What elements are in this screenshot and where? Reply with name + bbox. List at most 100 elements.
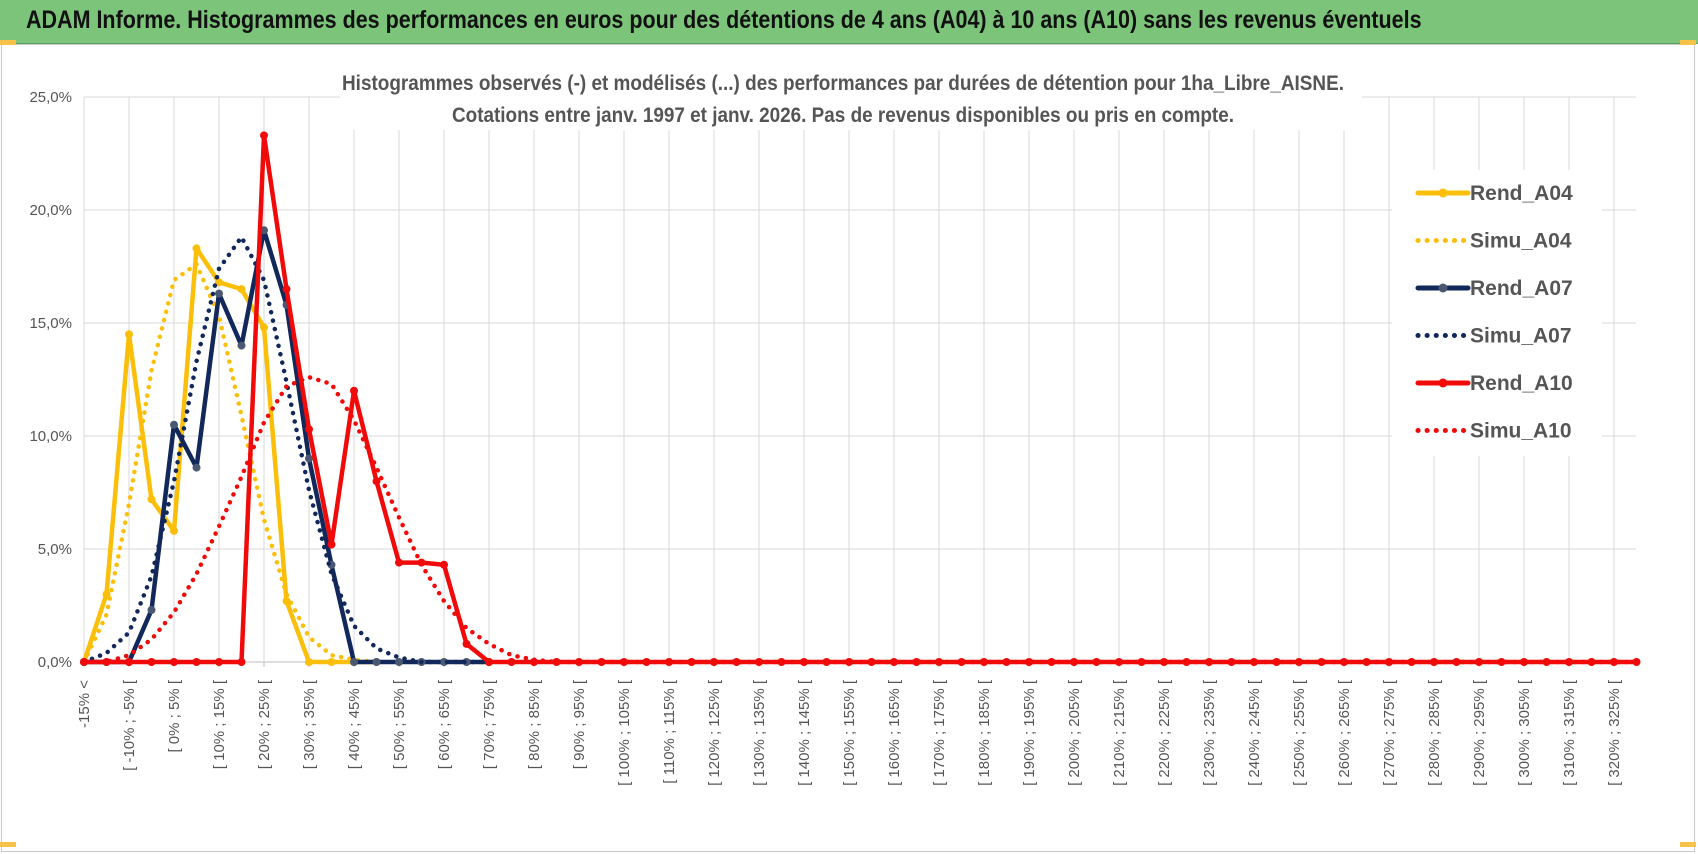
- data-point-rend-a10: [395, 558, 403, 567]
- x-tick-label: [ 130% ; 135% [: [751, 679, 768, 786]
- data-point-rend-a10: [620, 658, 628, 666]
- chart-title-line: Cotations entre janv. 1997 et janv. 2026…: [452, 104, 1234, 127]
- data-point-rend-a10: [800, 658, 808, 666]
- data-point-rend-a04: [215, 278, 223, 287]
- x-tick-label: [ 290% ; 295% [: [1471, 679, 1488, 786]
- x-tick-label: [ 120% ; 125% [: [706, 679, 723, 786]
- data-point-rend-a10: [552, 658, 561, 666]
- data-point-rend-a07: [372, 658, 381, 666]
- data-point-rend-a07: [305, 454, 313, 463]
- x-tick-label: [ 210% ; 215% [: [1111, 679, 1128, 786]
- data-point-rend-a10: [125, 658, 133, 666]
- data-point-rend-a07: [147, 606, 156, 614]
- data-point-rend-a10: [215, 658, 223, 666]
- y-tick-label: 0,0%: [38, 654, 72, 671]
- series-line-simu-a04: [81, 261, 379, 665]
- data-point-rend-a10: [237, 658, 246, 666]
- data-point-rend-a10: [350, 386, 358, 395]
- x-tick-label: [ 80% ; 85% [: [526, 679, 543, 769]
- data-point-rend-a07: [440, 658, 448, 666]
- header-banner: ADAM Informe. Histogrammes des performan…: [0, 0, 1698, 44]
- legend-marker-rend-a10: [1438, 378, 1448, 388]
- data-point-rend-a10: [1385, 658, 1393, 666]
- x-tick-label: [ 110% ; 115% [: [661, 679, 678, 784]
- data-point-rend-a07: [350, 658, 358, 666]
- legend-label-simu-a04: Simu_A04: [1470, 230, 1572, 253]
- data-point-rend-a10: [845, 658, 853, 666]
- x-tick-label: [ 100% ; 105% [: [616, 679, 633, 786]
- data-point-rend-a10: [912, 658, 921, 666]
- x-tick-label: [ 230% ; 235% [: [1201, 679, 1218, 786]
- corner-mark: [1680, 842, 1696, 847]
- data-point-rend-a10: [462, 639, 471, 648]
- series-line-rend-a04: [81, 246, 379, 665]
- legend-label-rend-a07: Rend_A07: [1470, 277, 1573, 300]
- data-point-rend-a10: [170, 658, 178, 666]
- x-tick-label: [ 50% ; 55% [: [391, 679, 408, 769]
- data-point-rend-a10: [372, 477, 381, 486]
- x-tick-label: [ 240% ; 245% [: [1246, 679, 1263, 786]
- data-point-rend-a10: [1610, 658, 1618, 666]
- data-point-rend-a07: [237, 341, 246, 350]
- data-point-rend-a10: [305, 425, 313, 434]
- legend-marker-rend-a07: [1438, 283, 1448, 293]
- x-tick-label: [ 250% ; 255% [: [1291, 679, 1308, 786]
- y-tick-label: 10,0%: [29, 428, 72, 445]
- x-tick-label: [ 280% ; 285% [: [1426, 679, 1443, 786]
- x-tick-label: [ 60% ; 65% [: [436, 679, 453, 769]
- legend-label-rend-a04: Rend_A04: [1470, 182, 1573, 205]
- data-point-rend-a04: [125, 330, 133, 339]
- x-tick-label: [ 170% ; 175% [: [931, 679, 948, 786]
- legend-marker-rend-a04: [1438, 188, 1448, 198]
- x-tick-label: [ 260% ; 265% [: [1336, 679, 1353, 786]
- series-line-simu-a07: [81, 234, 492, 665]
- data-point-rend-a10: [440, 560, 448, 569]
- chart-frame: [1, 44, 1695, 852]
- data-point-rend-a10: [1317, 658, 1326, 666]
- x-tick-label: [ 190% ; 195% [: [1021, 679, 1038, 786]
- data-point-rend-a07: [192, 463, 201, 472]
- data-point-rend-a10: [260, 131, 268, 140]
- x-tick-label: [ 150% ; 155% [: [841, 679, 858, 786]
- data-point-rend-a04: [237, 285, 246, 294]
- y-tick-label: 20,0%: [29, 202, 72, 219]
- x-tick-label: [ 200% ; 205% [: [1066, 679, 1083, 786]
- legend-label-rend-a10: Rend_A10: [1470, 372, 1573, 395]
- x-tick-label: [ 180% ; 185% [: [976, 679, 993, 786]
- x-tick-label: [ 30% ; 35% [: [301, 679, 318, 769]
- data-point-rend-a07: [170, 420, 178, 429]
- chart-title-line: Histogrammes observés (-) et modélisés (…: [342, 72, 1344, 95]
- data-point-rend-a10: [327, 540, 336, 549]
- x-tick-label: [ 90% ; 95% [: [571, 679, 588, 769]
- data-point-rend-a10: [485, 658, 493, 666]
- legend-background: [1392, 170, 1602, 456]
- x-tick-label: [ 220% ; 225% [: [1156, 679, 1173, 786]
- x-tick-label: [ 320% ; 325% [: [1606, 679, 1623, 786]
- data-point-rend-a10: [282, 285, 291, 294]
- x-tick-label: [ 70% ; 75% [: [481, 679, 498, 769]
- chart-title-background: [340, 66, 1362, 130]
- data-point-rend-a10: [507, 658, 516, 666]
- data-point-rend-a07: [215, 289, 223, 298]
- data-point-rend-a10: [147, 658, 156, 666]
- data-point-rend-a10: [1025, 658, 1033, 666]
- data-point-rend-a10: [1092, 658, 1101, 666]
- x-tick-label: [ 20% ; 25% [: [256, 679, 273, 769]
- data-point-rend-a04: [102, 590, 111, 599]
- series-line-simu-a10: [81, 374, 1639, 665]
- data-point-rend-a10: [1430, 658, 1438, 666]
- data-point-rend-a04: [305, 658, 313, 666]
- corner-mark: [0, 842, 16, 847]
- x-tick-label: -15% <: [76, 680, 93, 728]
- data-point-rend-a10: [1497, 658, 1506, 666]
- x-tick-label: [ -10% ; -5% [: [121, 679, 138, 771]
- data-point-rend-a07: [395, 658, 403, 666]
- corner-mark: [1680, 40, 1696, 45]
- data-point-rend-a04: [192, 244, 201, 253]
- corner-mark: [0, 40, 16, 45]
- legend-label-simu-a10: Simu_A10: [1470, 420, 1572, 443]
- x-tick-label: [ 10% ; 15% [: [211, 679, 228, 769]
- data-point-rend-a10: [1137, 658, 1146, 666]
- x-tick-label: [ 300% ; 305% [: [1516, 679, 1533, 786]
